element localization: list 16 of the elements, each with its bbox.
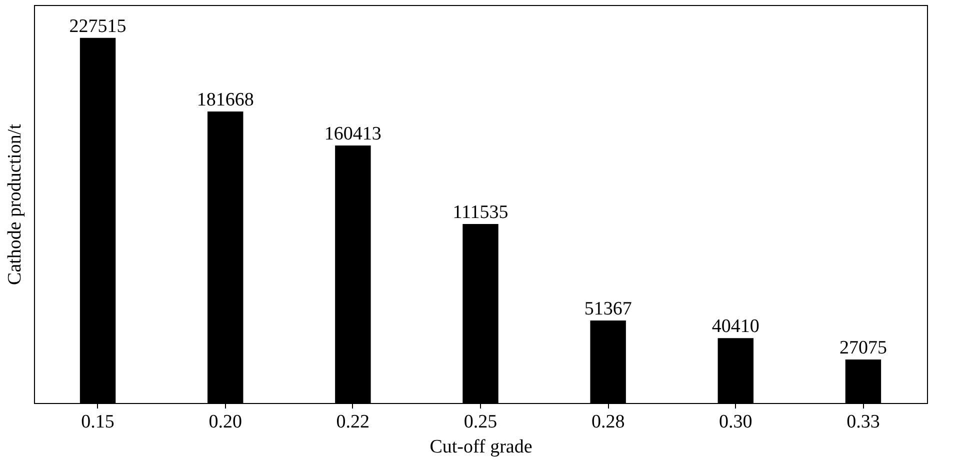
x-tick-label: 0.30 — [719, 412, 752, 432]
data-label: 51367 — [584, 298, 632, 320]
x-tick-label: 0.33 — [846, 412, 880, 432]
data-label: 111535 — [452, 202, 508, 223]
x-axis-title: Cut-off grade — [430, 436, 532, 458]
x-tick-label: 0.15 — [81, 412, 114, 432]
x-tick-label: 0.22 — [336, 412, 370, 432]
x-tick-label: 0.20 — [208, 412, 242, 432]
x-tick-label: 0.28 — [591, 412, 625, 432]
y-axis-title: Cathode production/t — [4, 123, 26, 285]
x-tick-label: 0.25 — [464, 412, 498, 432]
data-label: 27075 — [839, 338, 887, 359]
data-label: 227515 — [69, 16, 126, 37]
data-label: 181668 — [196, 89, 254, 110]
data-label: 160413 — [324, 124, 382, 145]
data-label: 40410 — [712, 316, 760, 338]
